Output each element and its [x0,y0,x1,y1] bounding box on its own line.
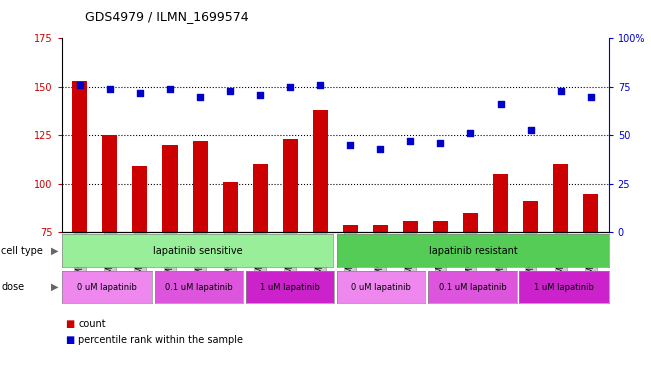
Text: ▶: ▶ [51,282,59,292]
Text: 0 uM lapatinib: 0 uM lapatinib [352,283,411,291]
Text: ■: ■ [65,335,74,345]
Bar [343,225,358,232]
Bar [553,164,568,232]
Point [285,84,296,90]
Point [345,142,355,148]
Point [436,140,446,146]
Text: 1 uM lapatinib: 1 uM lapatinib [260,283,320,291]
Text: lapatinib resistant: lapatinib resistant [428,245,518,256]
Point [405,138,415,144]
Bar [163,145,178,232]
Text: ▶: ▶ [51,245,59,256]
Bar [583,194,598,232]
Point [105,86,115,92]
Bar [373,225,388,232]
Point [255,91,266,98]
Bar [463,213,478,232]
Point [195,93,205,99]
Point [315,82,326,88]
Bar [132,166,148,232]
Point [555,88,566,94]
Point [225,88,235,94]
Text: percentile rank within the sample: percentile rank within the sample [78,335,243,345]
Bar [223,182,238,232]
Text: cell type: cell type [1,245,43,256]
Bar [523,201,538,232]
Bar [253,164,268,232]
Point [585,93,596,99]
Text: 1 uM lapatinib: 1 uM lapatinib [534,283,594,291]
Point [75,82,85,88]
Point [135,89,145,96]
Bar [433,221,448,232]
Bar [72,81,87,232]
Bar [283,139,298,232]
Text: 0.1 uM lapatinib: 0.1 uM lapatinib [165,283,233,291]
Bar [193,141,208,232]
Bar [102,135,117,232]
Bar [493,174,508,232]
Point [375,146,385,152]
Bar [312,110,327,232]
Text: GDS4979 / ILMN_1699574: GDS4979 / ILMN_1699574 [85,10,248,23]
Point [495,101,506,108]
Text: 0 uM lapatinib: 0 uM lapatinib [77,283,137,291]
Point [465,130,476,136]
Bar [403,221,418,232]
Text: lapatinib sensitive: lapatinib sensitive [153,245,242,256]
Text: count: count [78,319,105,329]
Text: 0.1 uM lapatinib: 0.1 uM lapatinib [439,283,506,291]
Text: ■: ■ [65,319,74,329]
Point [525,126,536,132]
Text: dose: dose [1,282,25,292]
Point [165,86,175,92]
